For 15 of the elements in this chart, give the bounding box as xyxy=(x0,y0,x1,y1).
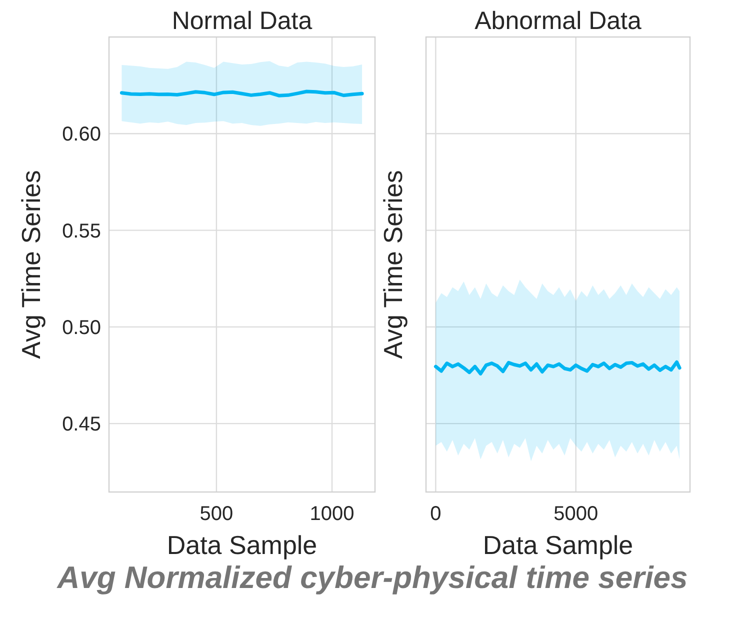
y-tick-label: 0.50 xyxy=(62,316,101,339)
y-tick-label: 0.55 xyxy=(62,220,101,242)
y-tick-label: 0.45 xyxy=(62,414,101,436)
x-tick-label: 1000 xyxy=(310,503,354,525)
x-tick-label: 5000 xyxy=(554,503,598,525)
x-tick-label: 500 xyxy=(200,503,234,525)
chart-title: Abnormal Data xyxy=(474,7,642,35)
y-axis-title: Avg Time Series xyxy=(378,170,408,359)
text: Avg Normalized cyber-physical time series xyxy=(56,560,688,595)
y-axis-title: Avg Time Series xyxy=(16,170,46,359)
y-tick-label: 0.60 xyxy=(62,124,101,146)
x-tick-label: 0 xyxy=(430,503,442,525)
chart-title: Normal Data xyxy=(172,7,312,35)
x-axis-title: Data Sample xyxy=(166,530,318,560)
x-axis-title: Data Sample xyxy=(482,530,634,560)
